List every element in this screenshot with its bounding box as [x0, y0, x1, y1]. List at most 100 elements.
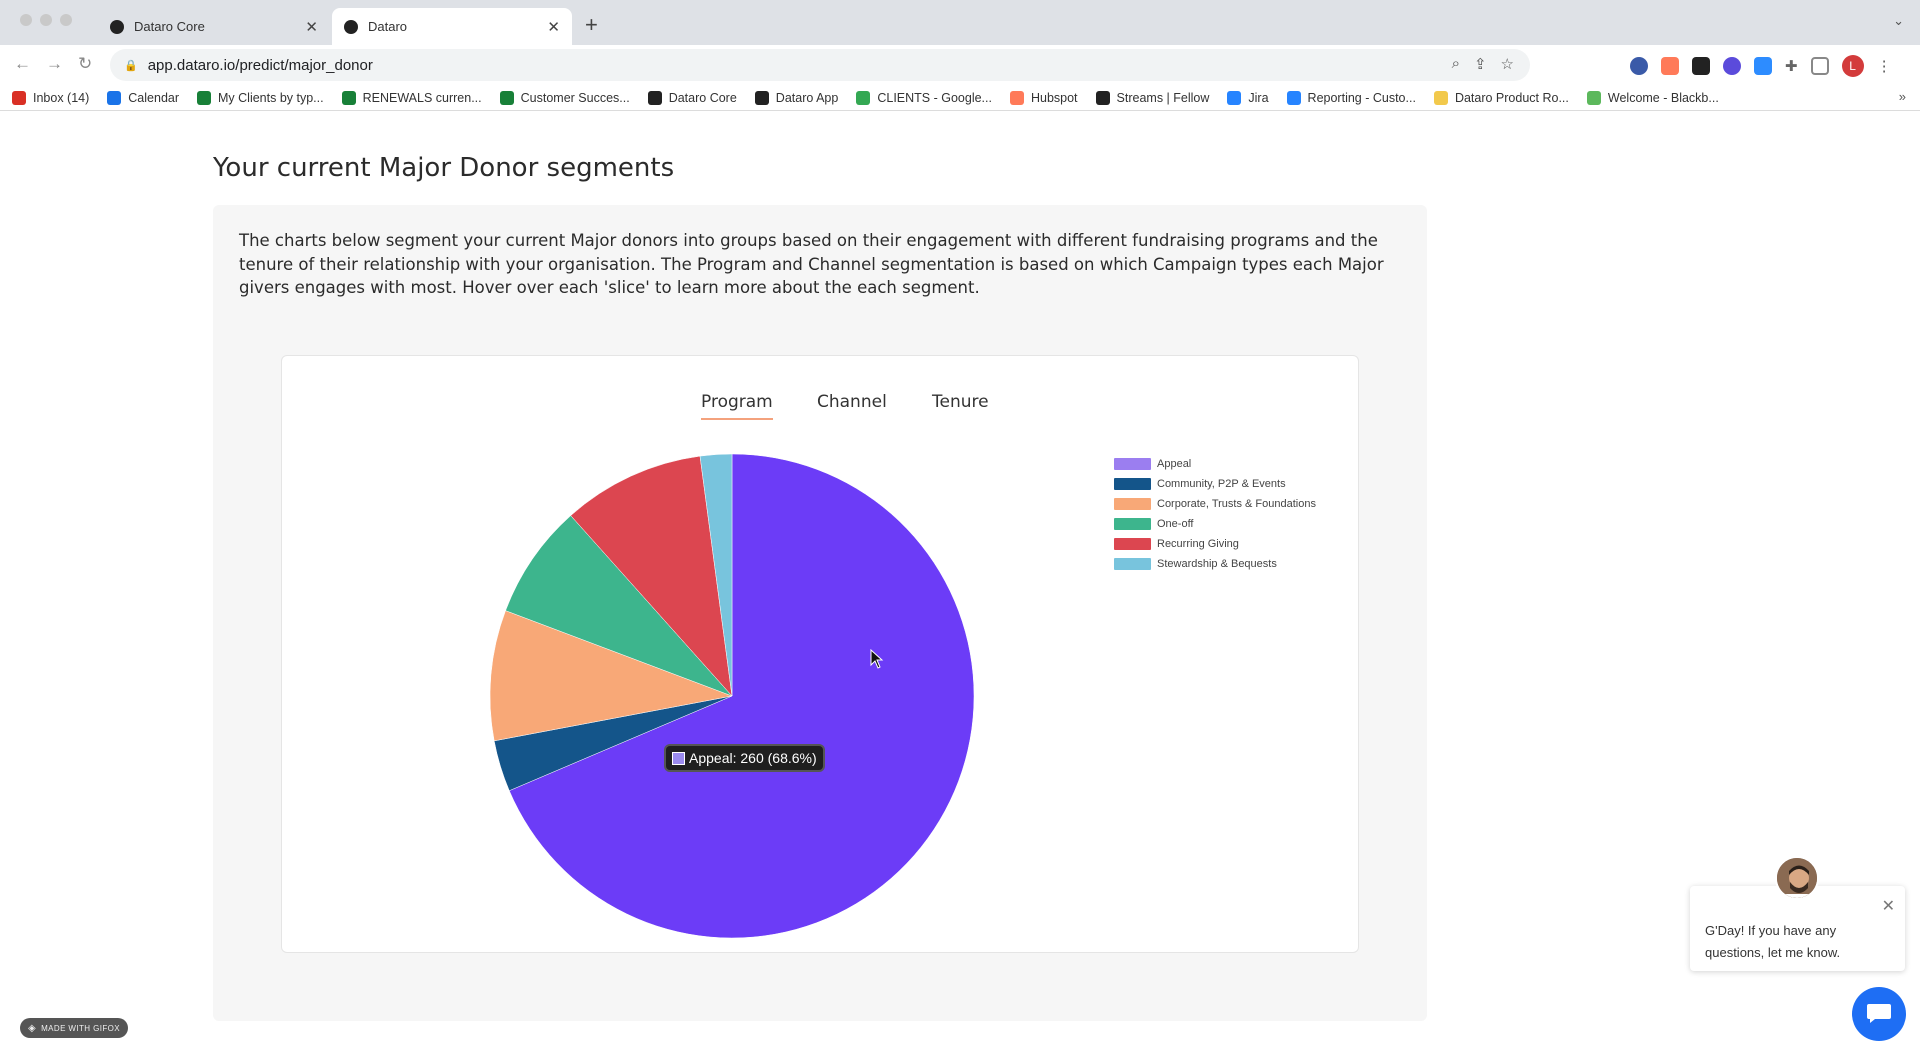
bookmark-label: Reporting - Custo...	[1307, 90, 1416, 105]
legend-item[interactable]: Appeal	[1114, 454, 1316, 474]
pie-slice-appeal[interactable]	[508, 453, 975, 939]
legend-item[interactable]: Corporate, Trusts & Foundations	[1114, 494, 1316, 514]
chart-panel: Program Channel Tenure Appeal Community, …	[281, 355, 1359, 953]
gifox-badge-text: MADE WITH GIFOX	[41, 1023, 120, 1033]
pie-slice-corporate-trusts-foundations[interactable]	[489, 610, 733, 742]
close-icon[interactable]: ✕	[1881, 898, 1895, 915]
sheets-icon	[499, 90, 514, 105]
description-text: The charts below segment your current Ma…	[239, 231, 1384, 297]
legend-swatch	[1114, 538, 1151, 550]
program-pie-chart[interactable]	[482, 446, 982, 946]
url-text: app.dataro.io/predict/major_donor	[147, 56, 373, 74]
bookmark-label: Dataro Core	[668, 90, 737, 105]
bookmarks-bar: Inbox (14) Calendar My Clients by typ... RE…	[0, 85, 1920, 111]
bookmarks-more-icon[interactable]: »	[1898, 89, 1906, 104]
drive-icon	[856, 90, 871, 105]
bookmark-item[interactable]: Calendar	[107, 90, 179, 105]
reporting-icon	[1286, 90, 1301, 105]
blackbaud-icon	[1586, 90, 1601, 105]
zoom-icon[interactable]: ⌕	[1451, 55, 1460, 72]
legend-label: Appeal	[1157, 458, 1192, 470]
extension-icon[interactable]	[1723, 57, 1741, 75]
reload-icon[interactable]: ↻	[78, 54, 93, 73]
chart-tooltip: Appeal: 260 (68.6%)	[666, 746, 823, 770]
legend-swatch	[1114, 518, 1151, 530]
bookmark-item[interactable]: Dataro App	[754, 90, 839, 105]
fellow-icon	[1095, 90, 1110, 105]
maximize-window-button[interactable]	[60, 14, 72, 26]
legend-swatch	[1114, 478, 1151, 490]
tab-title: Dataro Core	[134, 19, 205, 34]
lock-icon: 🔒	[124, 59, 138, 72]
legend-item[interactable]: Community, P2P & Events	[1114, 474, 1316, 494]
dataro-icon	[647, 90, 662, 105]
chat-message: G'Day! If you have any questions, let me…	[1705, 923, 1841, 960]
bookmark-item[interactable]: Jira	[1227, 90, 1269, 105]
pie-slice-one-off[interactable]	[505, 515, 733, 697]
miro-icon	[1433, 90, 1448, 105]
browser-tab-2[interactable]: Dataro ✕	[332, 8, 572, 45]
fox-icon: ◈	[28, 1022, 37, 1034]
bookmark-item[interactable]: My Clients by typ...	[197, 90, 324, 105]
legend-label: Stewardship & Bequests	[1157, 558, 1277, 570]
legend-item[interactable]: Recurring Giving	[1114, 534, 1316, 554]
sheets-icon	[197, 90, 212, 105]
segments-card: The charts below segment your current Ma…	[213, 205, 1427, 1021]
new-tab-icon[interactable]: +	[585, 12, 598, 37]
bookmark-item[interactable]: CLIENTS - Google...	[856, 90, 992, 105]
browser-tab-1[interactable]: Dataro Core ✕	[98, 8, 330, 45]
legend-label: Recurring Giving	[1157, 538, 1239, 550]
tab-channel[interactable]: Channel	[817, 392, 887, 412]
bookmark-item[interactable]: Dataro Product Ro...	[1433, 90, 1569, 105]
bookmark-label: CLIENTS - Google...	[877, 90, 992, 105]
close-tab-icon[interactable]: ✕	[547, 18, 560, 36]
pie-slice-recurring-giving[interactable]	[570, 455, 733, 697]
tab-search-icon[interactable]: ⌄	[1893, 13, 1904, 28]
legend-item[interactable]: One-off	[1114, 514, 1316, 534]
bookmark-item[interactable]: RENEWALS curren...	[341, 90, 482, 105]
bookmark-label: Hubspot	[1030, 90, 1078, 105]
hubspot-extension-icon[interactable]	[1661, 57, 1679, 75]
side-panel-icon[interactable]	[1810, 57, 1829, 75]
forward-icon[interactable]: →	[46, 54, 63, 73]
browser-toolbar: ← → ↻ 🔒 app.dataro.io/predict/major_dono…	[0, 45, 1920, 85]
close-window-button[interactable]	[20, 14, 32, 26]
dataro-icon	[754, 90, 769, 105]
address-bar[interactable]: 🔒 app.dataro.io/predict/major_donor ⌕ ⇪ …	[110, 49, 1530, 81]
bookmark-label: Jira	[1248, 90, 1269, 105]
tooltip-text: Appeal: 260 (68.6%)	[689, 750, 817, 766]
share-icon[interactable]: ⇪	[1473, 56, 1487, 73]
tab-program[interactable]: Program	[701, 392, 773, 420]
calendar-icon	[107, 90, 122, 105]
gmail-icon	[12, 90, 26, 105]
zoom-extension-icon[interactable]	[1754, 57, 1772, 75]
menu-icon[interactable]: ⋮	[1876, 58, 1892, 75]
extension-icon[interactable]	[1630, 57, 1648, 75]
bookmark-item[interactable]: Reporting - Custo...	[1286, 90, 1416, 105]
bookmark-label: My Clients by typ...	[218, 90, 324, 105]
page-title: Your current Major Donor segments	[213, 153, 675, 183]
person-avatar-icon	[1777, 858, 1817, 898]
tab-tenure[interactable]: Tenure	[932, 392, 989, 412]
sheets-icon	[341, 90, 356, 105]
bookmark-item[interactable]: Dataro Core	[647, 90, 737, 105]
back-icon[interactable]: ←	[14, 54, 31, 73]
bookmark-label: Dataro App	[775, 90, 839, 105]
bookmark-item[interactable]: Inbox (14)	[12, 90, 89, 105]
gifox-badge: ◈ MADE WITH GIFOX	[20, 1018, 128, 1038]
bookmark-item[interactable]: Hubspot	[1009, 90, 1078, 105]
legend-item[interactable]: Stewardship & Bequests	[1114, 554, 1316, 574]
bookmark-item[interactable]: Welcome - Blackb...	[1586, 90, 1719, 105]
puzzle-icon[interactable]: ✚	[1785, 58, 1798, 75]
minimize-window-button[interactable]	[40, 14, 52, 26]
bookmark-label: Streams | Fellow	[1116, 90, 1210, 105]
bookmark-item[interactable]: Streams | Fellow	[1095, 90, 1210, 105]
chat-launcher-button[interactable]	[1852, 987, 1906, 1041]
avatar[interactable]: L	[1841, 55, 1864, 77]
pie-slice-stewardship-bequests[interactable]	[699, 453, 733, 697]
bookmark-label: Dataro Product Ro...	[1454, 90, 1569, 105]
fellow-extension-icon[interactable]	[1692, 57, 1710, 75]
bookmark-item[interactable]: Customer Succes...	[499, 90, 630, 105]
close-tab-icon[interactable]: ✕	[305, 18, 318, 36]
bookmark-star-icon[interactable]: ☆	[1500, 56, 1514, 73]
